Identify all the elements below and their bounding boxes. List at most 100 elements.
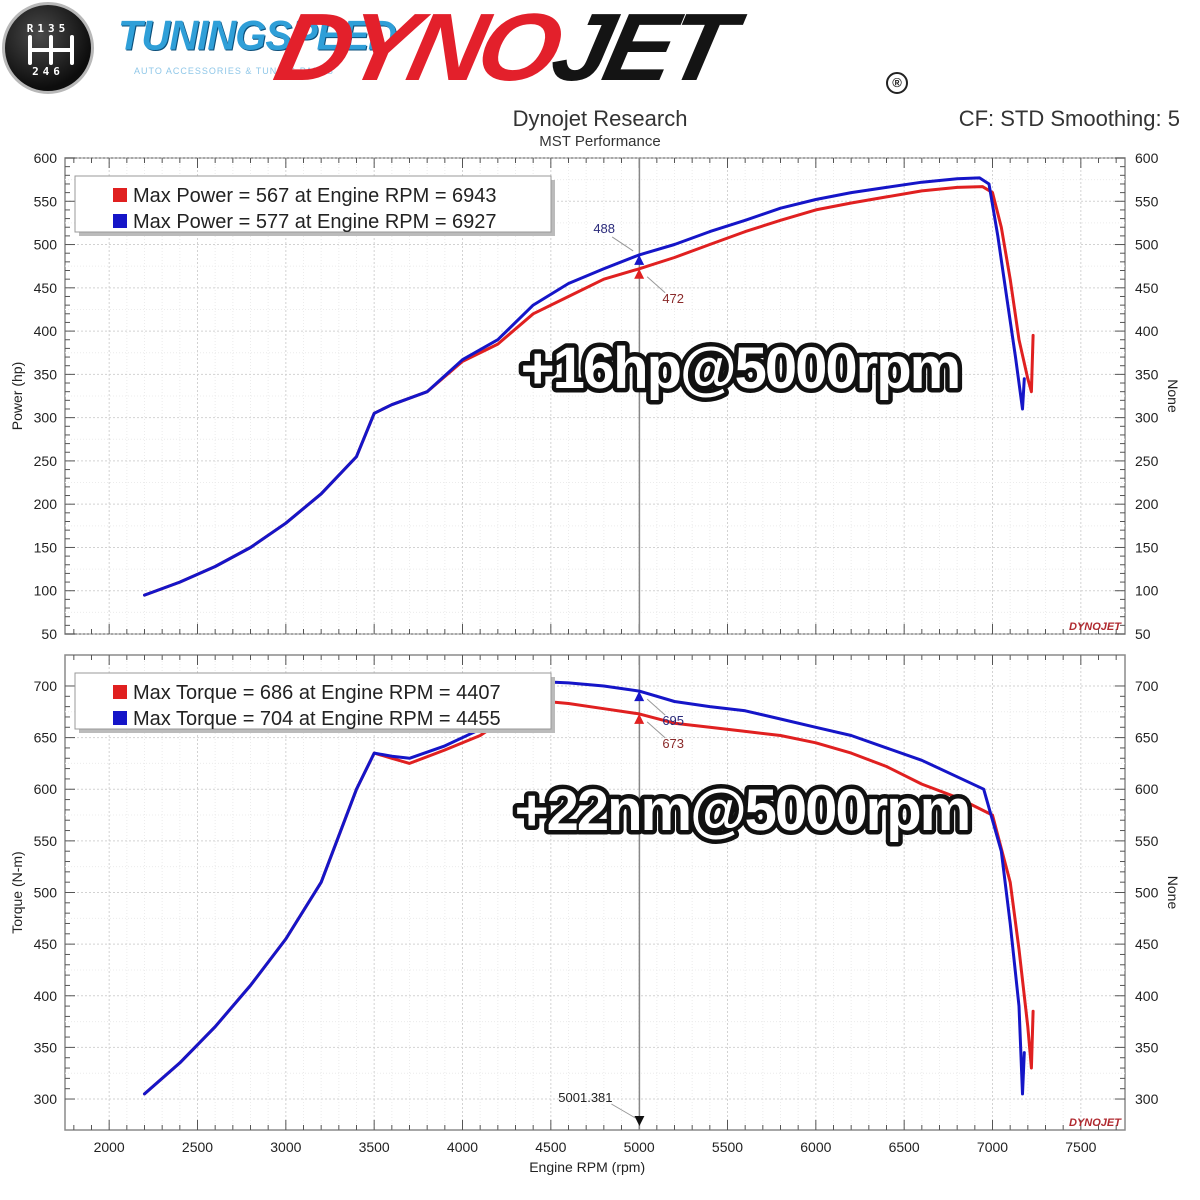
cursor-leader-line xyxy=(611,1103,636,1119)
torque-y-tick-label-right: 700 xyxy=(1135,678,1159,694)
x-tick-label: 6500 xyxy=(889,1139,920,1155)
x-tick-label: 3500 xyxy=(359,1139,390,1155)
x-tick-label: 3000 xyxy=(270,1139,301,1155)
power-y-axis-label: Power (hp) xyxy=(9,362,25,430)
power-y-tick-label-right: 100 xyxy=(1135,583,1159,599)
power-marker-label: 472 xyxy=(662,291,684,306)
torque-chart-panel: 300 300 350 350 400 400 450 450 500 500 550 550 600 6… xyxy=(9,654,1181,1131)
torque-y-tick-label: 600 xyxy=(34,781,58,797)
power-y-tick-label-right: 250 xyxy=(1135,453,1159,469)
power-marker-label: 488 xyxy=(593,221,615,236)
brand-name: TUNINGSPEED xyxy=(118,12,397,60)
power-right-axis-label: None xyxy=(1165,379,1181,413)
registered-mark-icon: ® xyxy=(886,72,908,94)
power-y-tick-label: 450 xyxy=(34,280,58,296)
power-y-tick-label: 550 xyxy=(34,193,58,209)
power-y-tick-label: 200 xyxy=(34,496,58,512)
x-tick-label: 6000 xyxy=(800,1139,831,1155)
torque-y-tick-label: 400 xyxy=(34,988,58,1004)
power-y-tick-label-right: 500 xyxy=(1135,237,1159,253)
power-marker-leader-line xyxy=(611,236,634,252)
power-annotation-text: +16hp@5000rpm xyxy=(521,336,959,401)
brand-tagline: AUTO ACCESSORIES & TUNING PARTS xyxy=(134,66,334,76)
power-y-tick-label-right: 600 xyxy=(1135,150,1159,166)
power-y-tick-label-right: 550 xyxy=(1135,193,1159,209)
torque-y-tick-label: 300 xyxy=(34,1091,58,1107)
x-tick-label: 7500 xyxy=(1065,1139,1096,1155)
power-annotation-outline: +16hp@5000rpm xyxy=(521,336,959,401)
torque-y-axis-label: Torque (N-m) xyxy=(9,851,25,933)
torque-y-tick-label-right: 450 xyxy=(1135,936,1159,952)
chart-subtitle: MST Performance xyxy=(539,133,661,150)
torque-marker-leader-line xyxy=(646,698,666,716)
torque-marker-673-icon xyxy=(634,713,645,724)
cursor-pointer-icon xyxy=(634,1116,645,1126)
torque-marker-695-icon xyxy=(634,691,645,702)
x-tick-label: 4500 xyxy=(535,1139,566,1155)
power-y-tick-label: 50 xyxy=(41,626,57,642)
shift-pattern-badge: R135 246 xyxy=(2,2,94,94)
power-y-tick-label: 350 xyxy=(34,366,58,382)
power-y-tick-label-right: 350 xyxy=(1135,366,1159,382)
torque-y-tick-label: 650 xyxy=(34,730,58,746)
torque-y-tick-label: 550 xyxy=(34,833,58,849)
torque-y-tick-label: 500 xyxy=(34,885,58,901)
badge-bottom-text: 246 xyxy=(32,65,64,78)
power-y-tick-label-right: 400 xyxy=(1135,323,1159,339)
power-y-tick-label-right: 300 xyxy=(1135,410,1159,426)
power-legend-entry: Max Power = 567 at Engine RPM = 6943 xyxy=(133,185,497,207)
torque-annotation-outline: +22nm@5000rpm xyxy=(515,778,970,843)
power-y-tick-label-right: 150 xyxy=(1135,539,1159,555)
torque-y-tick-label: 700 xyxy=(34,678,58,694)
torque-series-blue-line xyxy=(143,680,1026,1096)
x-tick-label: 2000 xyxy=(94,1139,125,1155)
torque-y-tick-label: 450 xyxy=(34,936,58,952)
power-y-tick-label-right: 50 xyxy=(1135,626,1151,642)
torque-y-tick-label: 350 xyxy=(34,1039,58,1055)
torque-marker-label: 695 xyxy=(662,713,684,728)
badge-top-text: R135 xyxy=(26,22,70,35)
power-y-tick-label: 100 xyxy=(34,583,58,599)
header: R135 246 TUNINGSPEED AUTO ACCESSORIES & … xyxy=(0,0,1200,160)
power-y-tick-label: 500 xyxy=(34,237,58,253)
power-chart-panel: 50 50 100 100 150 150 200 200 250 250 300 300 350 350… xyxy=(9,150,1181,642)
torque-marker-leader-line xyxy=(646,721,666,739)
power-legend-box xyxy=(74,175,552,233)
torque-y-tick-label-right: 650 xyxy=(1135,730,1159,746)
torque-y-tick-label-right: 600 xyxy=(1135,781,1159,797)
shifter-gate-icon xyxy=(28,35,74,65)
torque-marker-label: 673 xyxy=(662,736,684,751)
power-marker-leader-line xyxy=(646,276,666,294)
correction-factor-text: CF: STD Smoothing: 5 xyxy=(958,106,1180,131)
power-series-blue-line xyxy=(143,176,1026,597)
x-tick-label: 2500 xyxy=(182,1139,213,1155)
power-marker-488-icon xyxy=(634,254,645,265)
power-y-tick-label-right: 200 xyxy=(1135,496,1159,512)
power-plot-frame xyxy=(64,157,1126,635)
torque-legend-entry: Max Torque = 686 at Engine RPM = 4407 xyxy=(133,682,501,704)
torque-legend-swatch xyxy=(113,685,127,699)
torque-annotation-text: +22nm@5000rpm xyxy=(515,778,970,843)
torque-legend-box xyxy=(74,672,552,730)
x-tick-label: 7000 xyxy=(977,1139,1008,1155)
torque-legend-swatch xyxy=(113,711,127,725)
power-watermark: DYNOJET xyxy=(1069,621,1122,633)
chart-title: Dynojet Research xyxy=(512,106,688,131)
power-y-tick-label: 250 xyxy=(34,453,58,469)
torque-y-tick-label-right: 550 xyxy=(1135,833,1159,849)
torque-y-tick-label-right: 350 xyxy=(1135,1039,1159,1055)
x-axis-label: Engine RPM (rpm) xyxy=(529,1159,645,1175)
torque-watermark: DYNOJET xyxy=(1069,1117,1122,1129)
power-legend-swatch xyxy=(113,188,127,202)
power-marker-472-icon xyxy=(634,268,645,279)
x-tick-label: 5500 xyxy=(712,1139,743,1155)
x-tick-label: 5000 xyxy=(624,1139,655,1155)
x-tick-label: 4000 xyxy=(447,1139,478,1155)
torque-right-axis-label: None xyxy=(1165,876,1181,910)
power-y-tick-label: 400 xyxy=(34,323,58,339)
power-y-tick-label: 150 xyxy=(34,539,58,555)
power-y-tick-label: 600 xyxy=(34,150,58,166)
torque-y-tick-label-right: 400 xyxy=(1135,988,1159,1004)
cursor-readout: 5001.381 xyxy=(558,1090,612,1105)
